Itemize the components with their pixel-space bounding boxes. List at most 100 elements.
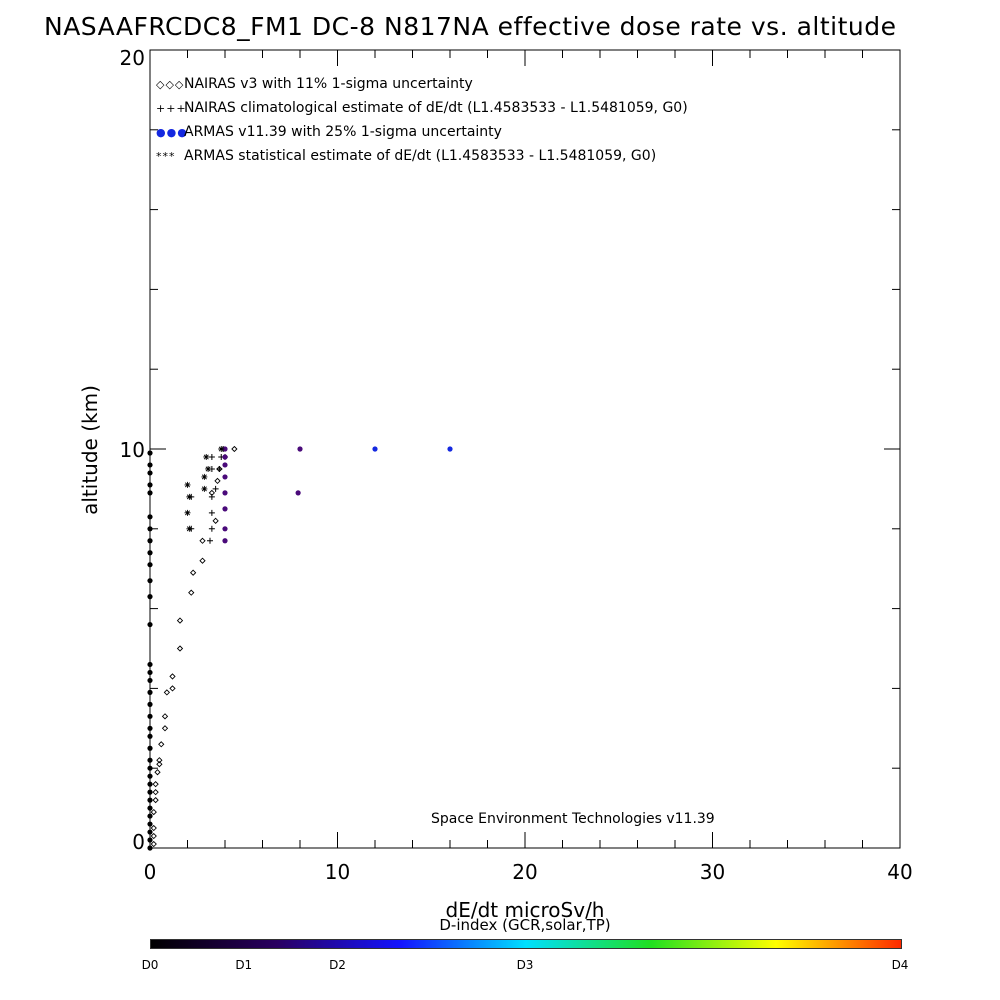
dot-point bbox=[222, 490, 228, 496]
dot-point bbox=[147, 701, 153, 707]
dot-point bbox=[147, 745, 153, 751]
diamond-point bbox=[176, 645, 184, 652]
legend-item-nairas-climatological: +++ NAIRAS climatological estimate of dE… bbox=[156, 100, 688, 116]
diamond-point bbox=[150, 832, 157, 840]
dot-point bbox=[147, 470, 153, 476]
dot-point bbox=[147, 669, 153, 676]
asterisk-marker-icon: *** bbox=[156, 149, 176, 163]
asterisk-point bbox=[184, 481, 191, 488]
dot-point bbox=[147, 689, 153, 695]
plus-point bbox=[208, 493, 215, 500]
dot-point bbox=[222, 474, 228, 480]
legend-label: NAIRAS climatological estimate of dE/dt … bbox=[184, 100, 688, 116]
dot-point bbox=[147, 713, 153, 719]
legend-item-armas: ●●● ARMAS v11.39 with 25% 1-sigma uncert… bbox=[156, 124, 502, 140]
diamond-point bbox=[212, 517, 219, 524]
asterisk-point bbox=[186, 525, 193, 532]
dot-point bbox=[222, 462, 228, 468]
colorbar-tick-label: D3 bbox=[516, 958, 534, 972]
asterisk-point bbox=[205, 465, 212, 472]
legend-item-nairas-v3: ◇◇◇ NAIRAS v3 with 11% 1-sigma uncertain… bbox=[156, 76, 473, 92]
asterisk-point bbox=[218, 446, 225, 452]
plus-point bbox=[216, 465, 223, 472]
plus-point bbox=[208, 525, 215, 532]
asterisk-point bbox=[184, 509, 191, 516]
dot-point bbox=[147, 490, 153, 496]
dot-marker-icon: ●●● bbox=[156, 125, 188, 139]
plus-point bbox=[208, 509, 215, 516]
diamond-point bbox=[150, 808, 157, 816]
colorbar-tick-label: D0 bbox=[141, 958, 159, 972]
dot-point bbox=[147, 829, 153, 835]
dot-point bbox=[297, 446, 303, 452]
dot-point bbox=[147, 821, 153, 827]
dot-point bbox=[447, 446, 453, 452]
diamond-point bbox=[152, 789, 159, 796]
dot-point bbox=[147, 733, 153, 739]
diamond-point bbox=[199, 537, 206, 544]
dot-point bbox=[147, 837, 153, 843]
legend-label: ARMAS v11.39 with 25% 1-sigma uncertaint… bbox=[184, 124, 502, 140]
x-axis-label: dE/dt microSv/h bbox=[445, 898, 605, 922]
x-tick-label: 10 bbox=[324, 860, 351, 884]
dot-point bbox=[222, 454, 228, 460]
dot-point bbox=[222, 538, 228, 544]
dot-point bbox=[147, 621, 153, 628]
chart-title: NASAAFRCDC8_FM1 DC-8 N817NA effective do… bbox=[44, 12, 897, 41]
y-tick-label: 0 bbox=[132, 830, 145, 854]
diamond-point bbox=[156, 757, 163, 764]
credit-annotation: Space Environment Technologies v11.39 bbox=[431, 811, 715, 827]
dot-point bbox=[147, 781, 153, 787]
diamond-point bbox=[150, 824, 157, 832]
dot-point bbox=[147, 526, 153, 532]
diamond-point bbox=[154, 769, 161, 776]
diamond-point bbox=[199, 557, 206, 564]
dot-point bbox=[147, 773, 153, 779]
dot-point bbox=[147, 677, 153, 684]
diamond-point bbox=[152, 781, 159, 788]
asterisk-point bbox=[203, 453, 210, 460]
y-tick-label: 20 bbox=[119, 46, 145, 70]
dot-point bbox=[147, 482, 153, 488]
legend-item-armas-statistical: *** ARMAS statistical estimate of dE/dt … bbox=[156, 148, 656, 164]
diamond-point bbox=[231, 445, 238, 453]
dot-point bbox=[147, 805, 153, 811]
dot-point bbox=[147, 845, 153, 851]
data-points bbox=[147, 445, 453, 851]
dot-point bbox=[147, 578, 153, 584]
diamond-point bbox=[156, 761, 163, 768]
diamond-point bbox=[176, 617, 184, 624]
dot-point bbox=[147, 725, 153, 731]
dot-point bbox=[372, 446, 378, 452]
plus-marker-icon: +++ bbox=[156, 101, 187, 115]
x-tick-label: 30 bbox=[699, 860, 726, 884]
legend-label: NAIRAS v3 with 11% 1-sigma uncertainty bbox=[184, 76, 473, 92]
x-tick-label: 40 bbox=[887, 860, 913, 884]
asterisk-point bbox=[201, 485, 208, 492]
dot-point bbox=[147, 462, 153, 468]
diamond-point bbox=[169, 673, 176, 680]
dot-point bbox=[147, 765, 153, 771]
colorbar-title: D-index (GCR,solar,TP) bbox=[439, 916, 611, 934]
diamond-point bbox=[188, 589, 195, 596]
x-tick-label: 20 bbox=[512, 860, 538, 884]
y-axis-label: altitude (km) bbox=[78, 385, 102, 515]
colorbar-tick-label: D4 bbox=[891, 958, 909, 972]
diamond-point bbox=[169, 685, 176, 692]
dot-point bbox=[222, 446, 228, 452]
diamond-point bbox=[152, 796, 159, 804]
colorbar-tick-label: D2 bbox=[329, 958, 346, 972]
dot-point bbox=[147, 797, 153, 803]
plus-point bbox=[207, 537, 213, 544]
dot-point bbox=[147, 594, 153, 600]
dot-point bbox=[295, 490, 301, 496]
diamond-marker-icon: ◇◇◇ bbox=[156, 77, 185, 91]
dot-point bbox=[147, 514, 153, 520]
plot-border bbox=[149, 49, 901, 849]
dot-point bbox=[147, 813, 153, 819]
plus-point bbox=[212, 485, 219, 492]
legend-label: ARMAS statistical estimate of dE/dt (L1.… bbox=[184, 148, 657, 164]
diamond-point bbox=[163, 689, 171, 696]
diamond-point bbox=[214, 477, 221, 485]
dot-point bbox=[147, 538, 153, 544]
